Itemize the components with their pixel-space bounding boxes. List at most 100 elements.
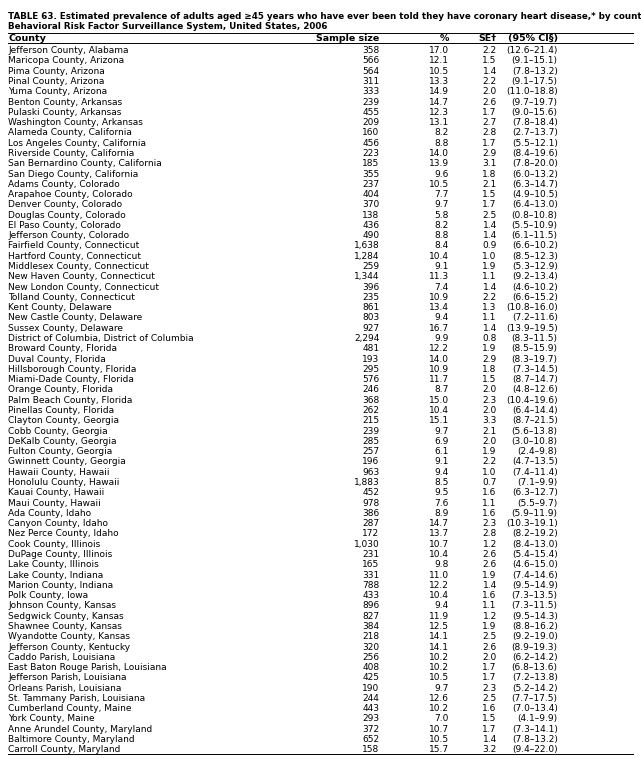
Text: DeKalb County, Georgia: DeKalb County, Georgia xyxy=(8,437,117,446)
Text: 1.7: 1.7 xyxy=(483,108,497,117)
Text: 10.5: 10.5 xyxy=(429,735,449,744)
Text: 566: 566 xyxy=(362,56,379,65)
Text: 1.4: 1.4 xyxy=(483,735,497,744)
Text: (9.5–14.3): (9.5–14.3) xyxy=(512,612,558,621)
Text: 331: 331 xyxy=(362,571,379,580)
Text: 218: 218 xyxy=(362,632,379,641)
Text: 2.6: 2.6 xyxy=(483,560,497,569)
Text: 11.0: 11.0 xyxy=(429,571,449,580)
Text: (9.1–15.1): (9.1–15.1) xyxy=(512,56,558,65)
Text: (9.1–17.5): (9.1–17.5) xyxy=(512,77,558,86)
Text: 1.4: 1.4 xyxy=(483,67,497,76)
Text: (8.9–19.3): (8.9–19.3) xyxy=(512,643,558,652)
Text: 311: 311 xyxy=(362,77,379,86)
Text: 2.6: 2.6 xyxy=(483,550,497,559)
Text: 10.2: 10.2 xyxy=(429,653,449,662)
Text: Baltimore County, Maryland: Baltimore County, Maryland xyxy=(8,735,135,744)
Text: 165: 165 xyxy=(362,560,379,569)
Text: 3.3: 3.3 xyxy=(483,416,497,425)
Text: (5.9–11.9): (5.9–11.9) xyxy=(512,509,558,518)
Text: 1.1: 1.1 xyxy=(483,499,497,508)
Text: St. Tammany Parish, Louisiana: St. Tammany Parish, Louisiana xyxy=(8,694,146,703)
Text: (6.3–14.7): (6.3–14.7) xyxy=(512,180,558,189)
Text: (4.1–9.9): (4.1–9.9) xyxy=(517,715,558,723)
Text: 1.2: 1.2 xyxy=(483,612,497,621)
Text: Hartford County, Connecticut: Hartford County, Connecticut xyxy=(8,252,141,261)
Text: 1.5: 1.5 xyxy=(483,56,497,65)
Text: 358: 358 xyxy=(362,46,379,55)
Text: 927: 927 xyxy=(362,324,379,333)
Text: Nez Perce County, Idaho: Nez Perce County, Idaho xyxy=(8,529,119,538)
Text: (8.2–19.2): (8.2–19.2) xyxy=(512,529,558,538)
Text: 1.9: 1.9 xyxy=(483,344,497,353)
Text: 481: 481 xyxy=(362,344,379,353)
Text: Carroll County, Maryland: Carroll County, Maryland xyxy=(8,745,121,754)
Text: (7.3–14.1): (7.3–14.1) xyxy=(512,725,558,734)
Text: Los Angeles County, California: Los Angeles County, California xyxy=(8,139,146,148)
Text: 13.1: 13.1 xyxy=(429,118,449,127)
Text: 1.4: 1.4 xyxy=(483,231,497,240)
Text: 384: 384 xyxy=(362,622,379,631)
Text: 7.7: 7.7 xyxy=(435,190,449,199)
Text: 231: 231 xyxy=(362,550,379,559)
Text: 1.6: 1.6 xyxy=(483,509,497,518)
Text: 896: 896 xyxy=(362,601,379,610)
Text: (9.4–22.0): (9.4–22.0) xyxy=(512,745,558,754)
Text: (8.5–12.3): (8.5–12.3) xyxy=(512,252,558,261)
Text: (5.2–14.2): (5.2–14.2) xyxy=(512,684,558,693)
Text: 246: 246 xyxy=(362,385,379,394)
Text: 14.9: 14.9 xyxy=(429,87,449,96)
Text: (2.7–13.7): (2.7–13.7) xyxy=(512,128,558,137)
Text: 10.7: 10.7 xyxy=(429,725,449,734)
Text: 13.9: 13.9 xyxy=(429,159,449,168)
Text: 1.7: 1.7 xyxy=(483,139,497,148)
Text: (5.5–12.1): (5.5–12.1) xyxy=(512,139,558,148)
Text: 10.4: 10.4 xyxy=(429,406,449,415)
Text: 9.4: 9.4 xyxy=(435,468,449,477)
Text: 196: 196 xyxy=(362,457,379,466)
Text: 1.5: 1.5 xyxy=(483,190,497,199)
Text: 861: 861 xyxy=(362,303,379,312)
Text: 0.7: 0.7 xyxy=(483,478,497,487)
Text: 652: 652 xyxy=(362,735,379,744)
Text: 9.6: 9.6 xyxy=(435,170,449,179)
Text: 12.2: 12.2 xyxy=(429,344,449,353)
Text: Jefferson County, Kentucky: Jefferson County, Kentucky xyxy=(8,643,131,652)
Text: 14.7: 14.7 xyxy=(429,519,449,528)
Text: Arapahoe County, Colorado: Arapahoe County, Colorado xyxy=(8,190,133,199)
Text: 1.3: 1.3 xyxy=(483,303,497,312)
Text: (8.5–15.9): (8.5–15.9) xyxy=(512,344,558,353)
Text: (10.4–19.6): (10.4–19.6) xyxy=(506,396,558,405)
Text: Kent County, Delaware: Kent County, Delaware xyxy=(8,303,112,312)
Text: (13.9–19.5): (13.9–19.5) xyxy=(506,324,558,333)
Text: 12.2: 12.2 xyxy=(429,581,449,590)
Text: 239: 239 xyxy=(362,98,379,107)
Text: 1.9: 1.9 xyxy=(483,447,497,456)
Text: 15.0: 15.0 xyxy=(429,396,449,405)
Text: SE†: SE† xyxy=(479,34,497,42)
Text: 9.7: 9.7 xyxy=(435,684,449,693)
Text: 1,883: 1,883 xyxy=(354,478,379,487)
Text: Hawaii County, Hawaii: Hawaii County, Hawaii xyxy=(8,468,110,477)
Text: Johnson County, Kansas: Johnson County, Kansas xyxy=(8,601,116,610)
Text: 1.4: 1.4 xyxy=(483,283,497,292)
Text: 8.8: 8.8 xyxy=(435,139,449,148)
Text: 320: 320 xyxy=(362,643,379,652)
Text: Marion County, Indiana: Marion County, Indiana xyxy=(8,581,113,590)
Text: 8.5: 8.5 xyxy=(435,478,449,487)
Text: 7.6: 7.6 xyxy=(435,499,449,508)
Text: 1.5: 1.5 xyxy=(483,715,497,723)
Text: 2.9: 2.9 xyxy=(483,149,497,158)
Text: 1.0: 1.0 xyxy=(483,468,497,477)
Text: Fairfield County, Connecticut: Fairfield County, Connecticut xyxy=(8,242,140,250)
Text: Sedgwick County, Kansas: Sedgwick County, Kansas xyxy=(8,612,124,621)
Text: Orleans Parish, Louisiana: Orleans Parish, Louisiana xyxy=(8,684,122,693)
Text: County: County xyxy=(8,34,46,42)
Text: 1.1: 1.1 xyxy=(483,272,497,281)
Text: 425: 425 xyxy=(362,673,379,682)
Text: 9.1: 9.1 xyxy=(435,262,449,271)
Text: 259: 259 xyxy=(362,262,379,271)
Text: 2.3: 2.3 xyxy=(483,519,497,528)
Text: 12.5: 12.5 xyxy=(429,622,449,631)
Text: (11.0–18.8): (11.0–18.8) xyxy=(506,87,558,96)
